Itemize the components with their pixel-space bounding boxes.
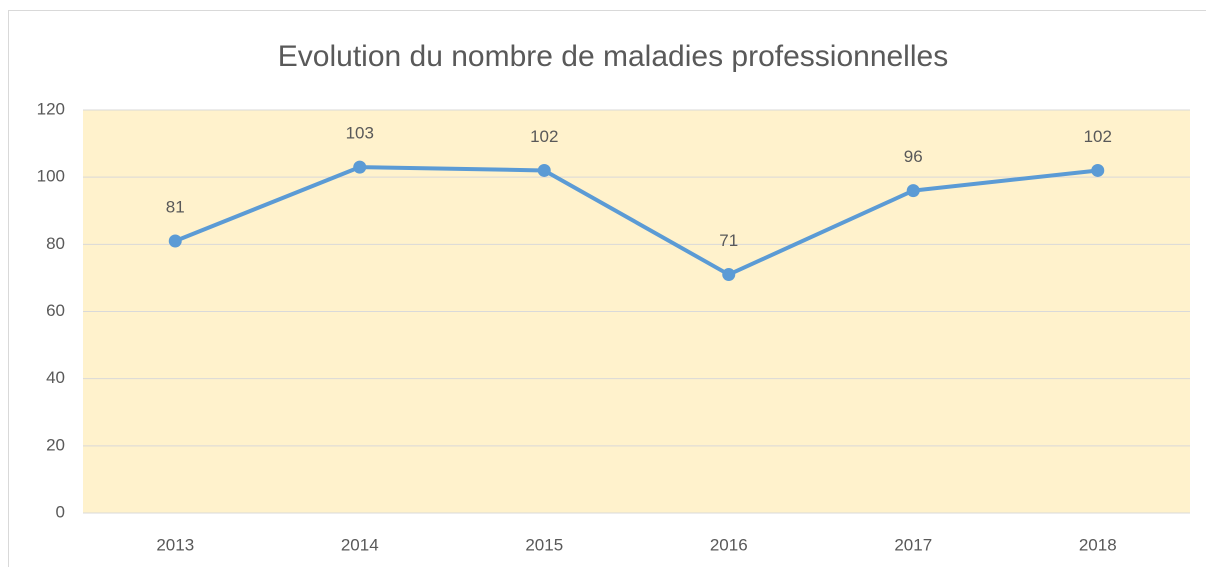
line <box>174 165 1098 277</box>
x-tick-label: 2015 <box>525 535 563 554</box>
x-tick-label: 2018 <box>1079 535 1117 554</box>
data-label: 102 <box>530 127 558 146</box>
x-tick-label: 2013 <box>156 535 194 554</box>
data-label: 102 <box>1084 127 1112 146</box>
marker <box>906 184 920 198</box>
data-label: 71 <box>719 231 738 250</box>
y-tick-label: 120 <box>37 99 65 118</box>
y-tick-label: 60 <box>46 301 65 320</box>
y-tick-label: 0 <box>56 502 65 521</box>
marker <box>1091 163 1105 177</box>
marker <box>722 268 736 282</box>
marker <box>353 160 367 174</box>
data-label: 81 <box>166 197 185 216</box>
y-tick-label: 100 <box>37 167 65 186</box>
data-label: 96 <box>904 147 923 166</box>
x-tick-label: 2014 <box>341 535 379 554</box>
x-tick-label: 2017 <box>894 535 932 554</box>
marker <box>537 163 551 177</box>
y-tick-label: 80 <box>46 234 65 253</box>
marker <box>168 234 182 248</box>
y-tick-label: 40 <box>46 368 65 387</box>
chart-title: Evolution du nombre de maladies professi… <box>278 40 948 73</box>
y-tick-label: 20 <box>46 435 65 454</box>
data-label: 103 <box>346 124 374 143</box>
x-tick-label: 2016 <box>710 535 748 554</box>
